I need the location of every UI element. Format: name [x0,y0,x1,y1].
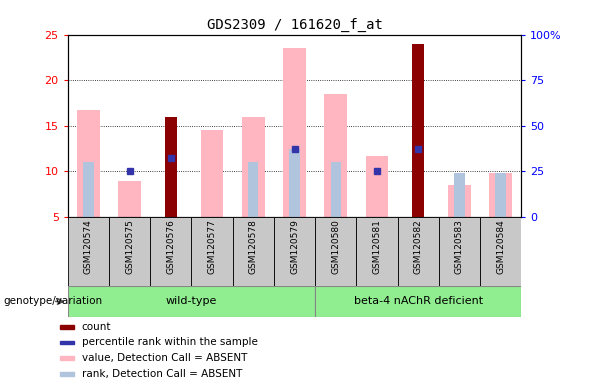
Bar [233,217,274,286]
Bar [68,286,315,317]
Text: GSM120578: GSM120578 [249,219,258,274]
Text: GSM120580: GSM120580 [331,219,340,274]
Bar [289,149,300,217]
Text: count: count [81,322,111,332]
Bar [330,162,341,217]
Bar [248,162,259,217]
Bar [109,217,150,286]
Bar [283,48,306,217]
Bar [201,130,223,217]
Bar [59,356,74,360]
Bar [489,173,512,217]
Text: GSM120581: GSM120581 [372,219,382,274]
Bar [165,117,177,217]
Bar [315,286,521,317]
Bar [77,110,100,217]
Bar [480,217,521,286]
Bar [274,217,315,286]
Bar [454,173,465,217]
Text: beta-4 nAChR deficient: beta-4 nAChR deficient [353,296,483,306]
Bar [325,94,347,217]
Text: genotype/variation: genotype/variation [3,296,102,306]
Text: rank, Detection Call = ABSENT: rank, Detection Call = ABSENT [81,369,242,379]
Text: GSM120583: GSM120583 [455,219,464,274]
Bar [83,162,94,217]
Bar [448,185,471,217]
Bar [59,341,74,344]
Text: percentile rank within the sample: percentile rank within the sample [81,338,257,348]
Text: wild-type: wild-type [166,296,217,306]
Text: GSM120575: GSM120575 [125,219,134,274]
Text: GSM120577: GSM120577 [207,219,217,274]
Text: GSM120584: GSM120584 [496,219,505,274]
Title: GDS2309 / 161620_f_at: GDS2309 / 161620_f_at [207,18,382,32]
Text: GSM120582: GSM120582 [413,219,423,274]
Bar [150,217,191,286]
Bar [366,156,388,217]
Bar [439,217,480,286]
Text: GSM120574: GSM120574 [84,219,93,274]
Text: value, Detection Call = ABSENT: value, Detection Call = ABSENT [81,353,247,363]
Bar [166,167,176,217]
Bar [412,44,424,217]
Bar [59,372,74,376]
Bar [398,217,439,286]
Bar [315,217,356,286]
Text: GSM120576: GSM120576 [166,219,176,274]
Bar [242,117,264,217]
Text: GSM120579: GSM120579 [290,219,299,274]
Bar [59,325,74,329]
Bar [118,181,141,217]
Bar [191,217,233,286]
Bar [495,173,506,217]
Bar [68,217,109,286]
Bar [356,217,398,286]
